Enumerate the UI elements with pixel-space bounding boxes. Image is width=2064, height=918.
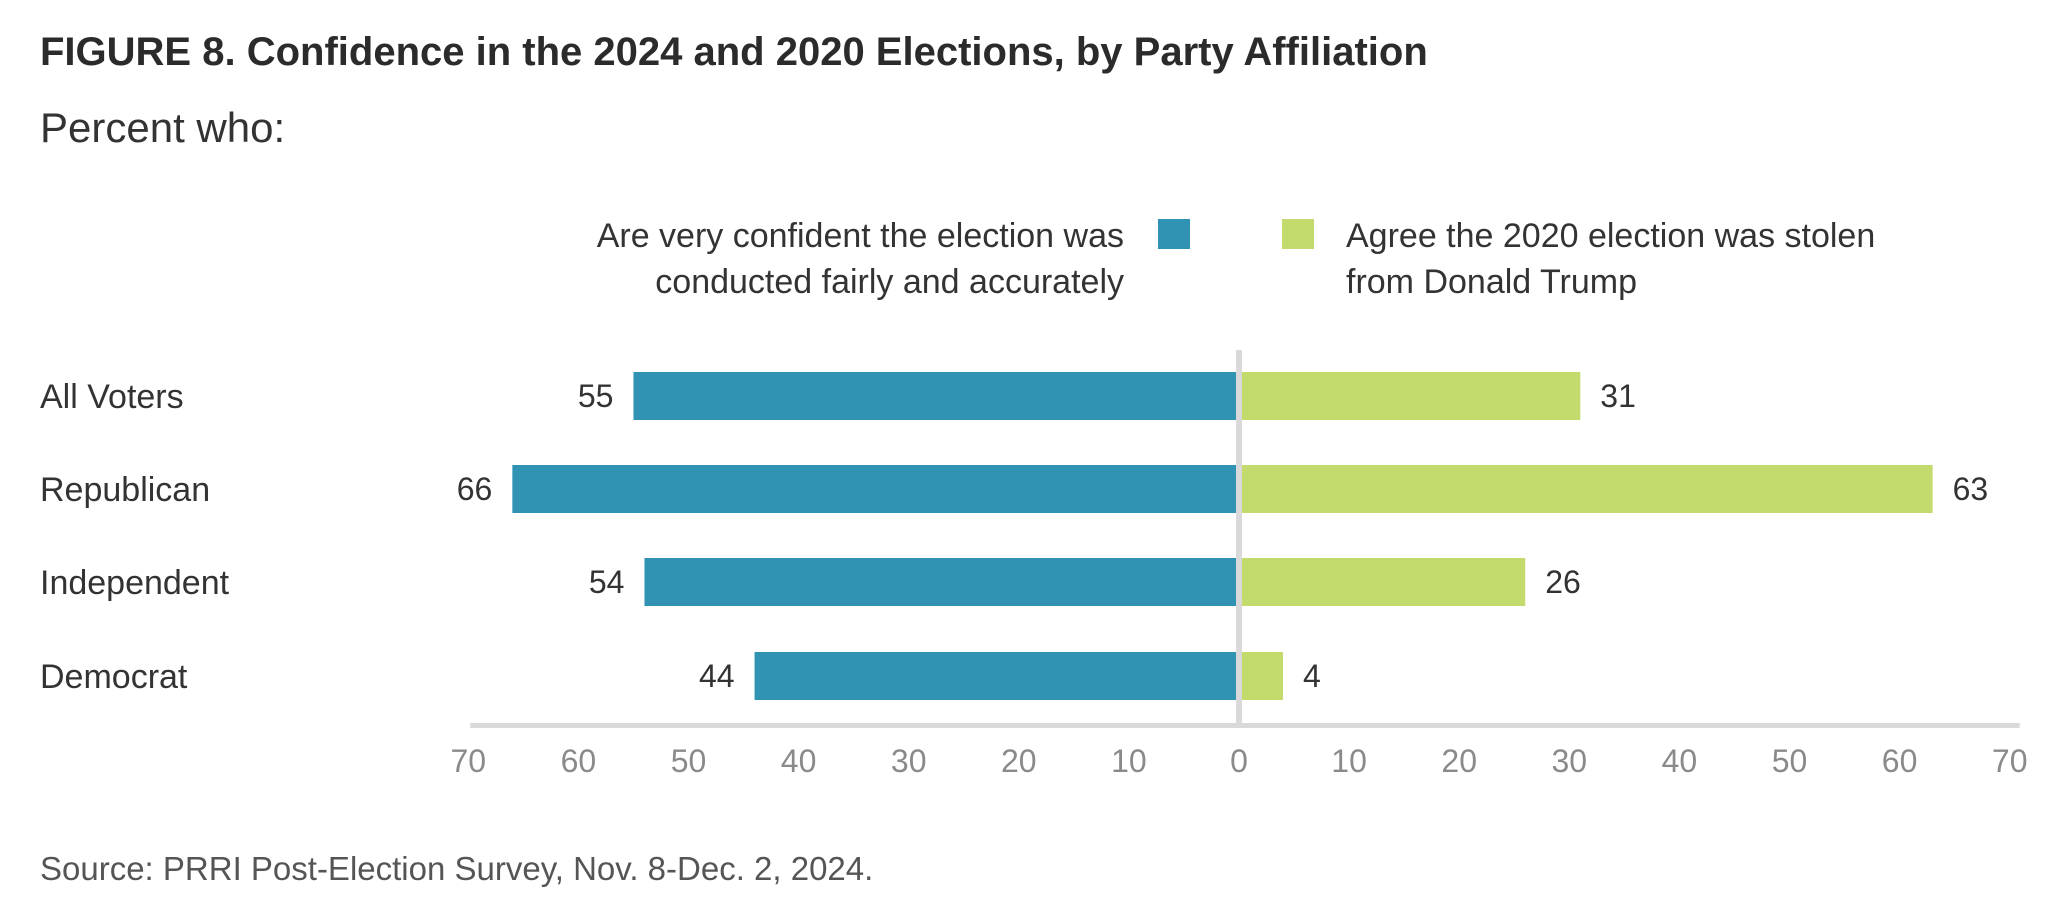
legend-label-stolen-line-2: from Donald Trump	[1346, 263, 1637, 301]
bars-group	[512, 372, 1933, 700]
legend: Are very confident the election was condu…	[597, 217, 1876, 301]
x-tick-label: 50	[671, 743, 707, 779]
value-label-confident-democrat: 44	[699, 658, 735, 694]
legend-label-confident-line-2: conducted fairly and accurately	[655, 263, 1124, 301]
value-label-confident-independent: 54	[589, 564, 625, 600]
x-axis-line	[470, 723, 2020, 728]
x-tick-label: 70	[1992, 743, 2028, 779]
value-label-stolen-republican: 63	[1953, 471, 1989, 507]
legend-label-stolen-line-1: Agree the 2020 election was stolen	[1346, 217, 1875, 255]
value-label-confident-all-voters: 55	[578, 378, 614, 414]
legend-label-confident-line-1: Are very confident the election was	[597, 217, 1124, 255]
bar-stolen-all-voters	[1239, 372, 1581, 420]
category-label-republican: Republican	[40, 471, 210, 509]
x-tick-label: 20	[1441, 743, 1477, 779]
x-axis: 70 60 50 40 30 20 10 0 10 20 30 40 50 60 70	[451, 350, 2028, 779]
bar-confident-democrat	[754, 652, 1239, 700]
x-tick-label: 20	[1001, 743, 1037, 779]
category-label-all-voters: All Voters	[40, 378, 184, 416]
legend-swatch-confident	[1158, 219, 1190, 249]
zero-line	[1236, 350, 1242, 727]
value-label-stolen-all-voters: 31	[1600, 378, 1636, 414]
chart-subtitle: Percent who:	[40, 104, 286, 151]
x-tick-label: 50	[1772, 743, 1808, 779]
x-tick-label: 10	[1111, 743, 1147, 779]
value-label-confident-republican: 66	[457, 471, 493, 507]
x-tick-label: 60	[561, 743, 597, 779]
labels-group: All Voters 55 31 Republican 66 63 Independent 5…	[40, 378, 1988, 696]
category-label-democrat: Democrat	[40, 658, 188, 696]
x-tick-label: 10	[1331, 743, 1367, 779]
value-label-stolen-independent: 26	[1545, 564, 1581, 600]
value-label-stolen-democrat: 4	[1303, 658, 1321, 694]
bar-stolen-independent	[1239, 558, 1526, 606]
bar-stolen-democrat	[1239, 652, 1284, 700]
x-tick-label: 0	[1230, 743, 1248, 779]
category-label-independent: Independent	[40, 564, 230, 602]
x-tick-label: 40	[1662, 743, 1698, 779]
source-note: Source: PRRI Post-Election Survey, Nov. …	[40, 850, 874, 887]
x-tick-label: 30	[891, 743, 927, 779]
bar-confident-independent	[644, 558, 1239, 606]
chart-title: FIGURE 8. Confidence in the 2024 and 202…	[40, 30, 1428, 74]
x-tick-label: 40	[781, 743, 817, 779]
bar-confident-republican	[512, 465, 1239, 513]
x-tick-label: 60	[1882, 743, 1918, 779]
legend-swatch-stolen	[1282, 219, 1314, 249]
bar-stolen-republican	[1239, 465, 1933, 513]
x-tick-label: 30	[1552, 743, 1588, 779]
bar-confident-all-voters	[633, 372, 1239, 420]
x-tick-label: 70	[451, 743, 487, 779]
